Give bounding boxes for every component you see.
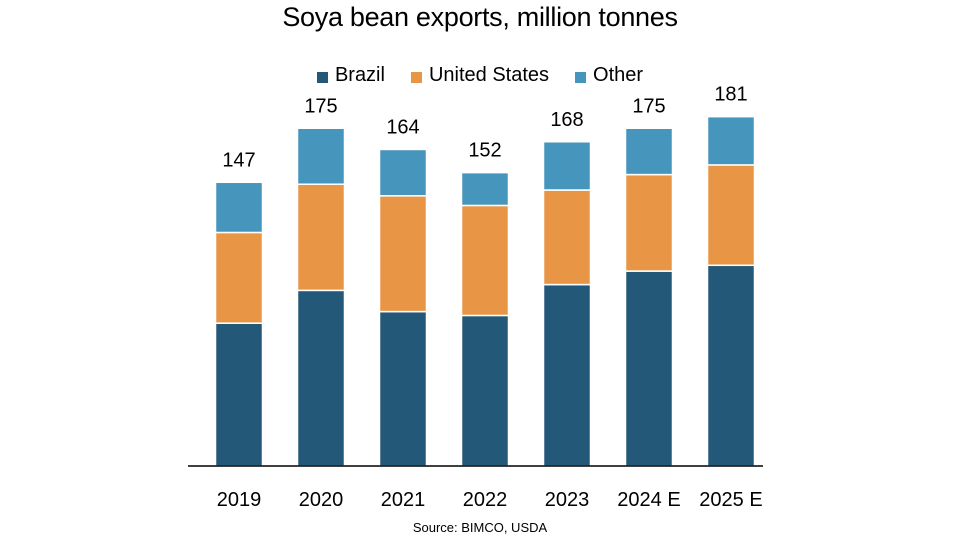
bar-segment-united-states-2021 [378, 195, 428, 313]
bar-segment-united-states-2022 [460, 204, 510, 317]
legend-swatch-united-states [410, 72, 422, 83]
bar-segment-brazil-2024-e [624, 270, 674, 467]
x-tick-label-2020: 2020 [299, 489, 344, 511]
x-tick-label-2023: 2023 [545, 489, 590, 511]
total-label-2024-e: 175 [632, 95, 665, 117]
total-label-2023: 168 [550, 109, 583, 131]
bar-segment-other-2021 [378, 148, 428, 197]
total-label-2021: 164 [386, 116, 419, 138]
bar-segment-brazil-2022 [460, 314, 510, 467]
x-tick-label-2025-e: 2025 E [699, 489, 762, 511]
legend-label-united-states: United States [428, 64, 550, 86]
bar-segment-united-states-2023 [542, 189, 592, 286]
x-tick-label-2019: 2019 [217, 489, 262, 511]
legend-swatch-other [575, 72, 587, 83]
source-note: Source: BIMCO, USDA [412, 520, 548, 535]
bar-segment-brazil-2023 [542, 283, 592, 467]
bar-segment-united-states-2025-e [706, 164, 756, 267]
legend-item-united-states: United States [410, 64, 550, 87]
x-tick-label-2024-e: 2024 E [617, 489, 680, 511]
total-label-2020: 175 [304, 95, 337, 117]
bar-segment-brazil-2021 [378, 310, 428, 467]
bar-segment-other-2025-e [706, 115, 756, 166]
x-tick-label-2021: 2021 [381, 489, 426, 511]
bar-segment-other-2019 [214, 181, 264, 234]
chart-title: Soya bean exports, million tonnes [282, 2, 678, 32]
legend-label-brazil: Brazil [334, 64, 385, 86]
bar-segment-brazil-2020 [296, 289, 346, 467]
stacked-bar-chart: 147 2019 175 2020 164 2021 152 2022 168 2023 175 20… [188, 84, 763, 511]
bar-segment-brazil-2019 [214, 322, 264, 467]
legend-item-brazil: Brazil [316, 64, 385, 87]
total-label-2019: 147 [222, 149, 255, 171]
total-label-2022: 152 [468, 140, 501, 162]
bar-segment-other-2023 [542, 141, 592, 191]
total-label-2025-e: 181 [714, 84, 747, 106]
legend-item-other: Other [575, 64, 643, 87]
bar-segment-brazil-2025-e [706, 264, 756, 467]
legend-swatch-brazil [316, 72, 328, 83]
bar-segment-united-states-2020 [296, 183, 346, 292]
bar-segment-other-2020 [296, 127, 346, 185]
bar-segment-other-2022 [460, 171, 510, 207]
bar-segment-united-states-2024-e [624, 173, 674, 272]
legend-label-other: Other [593, 64, 644, 86]
bar-segment-united-states-2019 [214, 231, 264, 324]
bar-segment-other-2024-e [624, 127, 674, 176]
x-tick-label-2022: 2022 [463, 489, 508, 511]
legend: Brazil United States Other [0, 64, 960, 87]
